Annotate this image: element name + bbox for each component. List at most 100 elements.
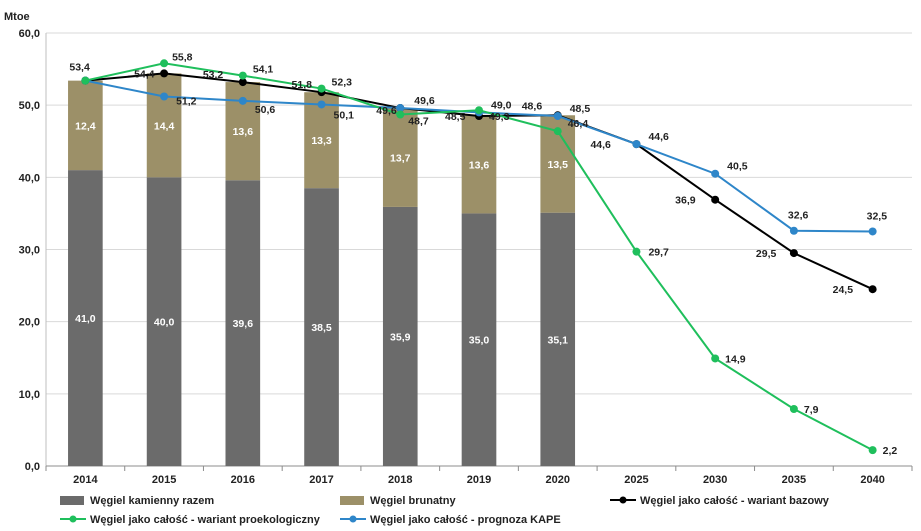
legend-swatch-marker xyxy=(69,515,77,523)
line-label-0: 24,5 xyxy=(833,284,854,296)
legend-label: Węgiel jako całość - wariant proekologic… xyxy=(90,514,321,526)
x-tick-label: 2014 xyxy=(73,474,98,486)
legend-label: Węgiel brunatny xyxy=(370,495,456,507)
x-tick-label: 2017 xyxy=(309,474,333,486)
line-point-2 xyxy=(711,169,720,178)
y-tick-label: 0,0 xyxy=(25,461,40,473)
line-point-2 xyxy=(553,111,562,120)
line-label-1: 52,3 xyxy=(332,77,353,89)
line-label-0: 48,5 xyxy=(445,111,466,123)
bars xyxy=(68,73,576,467)
line-label-2: 49,0 xyxy=(491,99,512,111)
line-label-1: 49,3 xyxy=(489,111,510,123)
line-point-2 xyxy=(396,104,405,113)
line-label-0: 36,9 xyxy=(675,195,696,207)
line-label-2: 49,6 xyxy=(414,95,435,107)
line-point-2 xyxy=(238,96,247,105)
legend: Węgiel kamienny razem Węgiel brunatny Węgi… xyxy=(60,495,830,526)
x-tick-label: 2035 xyxy=(782,474,806,486)
legend-label: Węgiel jako całość - wariant bazowy xyxy=(640,495,830,507)
line-label-0: 49,6 xyxy=(376,105,397,117)
legend-swatch-marker xyxy=(619,496,627,504)
line-point-0 xyxy=(868,285,877,294)
line-label-2: 32,5 xyxy=(867,210,888,222)
line-label-1: 29,7 xyxy=(648,247,669,259)
y-tick-label: 50,0 xyxy=(19,100,40,112)
line-label-2: 32,6 xyxy=(788,210,809,222)
line-label-1: 2,2 xyxy=(883,445,898,457)
line-label-1: 55,8 xyxy=(172,51,193,63)
line-point-1 xyxy=(632,247,641,256)
bar-hard-coal xyxy=(382,206,418,466)
line-point-2 xyxy=(160,92,169,101)
bar-lignite xyxy=(146,73,182,178)
line-label-0: 44,6 xyxy=(590,139,611,151)
line-point-2 xyxy=(632,140,641,149)
y-axis-unit-label: Mtoe xyxy=(4,11,30,23)
line-label-0: 48,6 xyxy=(522,100,543,112)
y-tick-label: 60,0 xyxy=(19,28,40,40)
axes: 0,0 10,0 20,0 30,0 40,0 50,0 60,0 2014 2015 2016 2… xyxy=(19,28,913,486)
line-point-0 xyxy=(160,69,169,78)
line-label-1: 48,7 xyxy=(408,116,429,128)
legend-label: Węgiel kamienny razem xyxy=(90,495,214,507)
line-label-1: 53,4 xyxy=(69,62,90,74)
bar-lignite xyxy=(461,115,497,214)
line-point-1 xyxy=(317,84,326,93)
bar-label-lignite: 12,4 xyxy=(75,120,96,132)
x-tick-label: 2040 xyxy=(860,474,884,486)
x-tick-label: 2020 xyxy=(545,474,569,486)
bar-hard-coal xyxy=(540,212,576,466)
line-label-1: 54,1 xyxy=(253,64,274,76)
x-tick-label: 2025 xyxy=(624,474,648,486)
bar-label-hard-coal: 41,0 xyxy=(75,313,96,325)
y-tick-label: 20,0 xyxy=(19,317,40,329)
bar-label-lignite: 13,6 xyxy=(469,159,490,171)
bar-label-hard-coal: 38,5 xyxy=(311,322,332,334)
line-point-0 xyxy=(238,78,247,87)
line-label-2: 40,5 xyxy=(727,161,748,173)
line-label-0: 51,8 xyxy=(292,79,313,91)
bar-hard-coal xyxy=(304,188,339,467)
line-label-2: 44,6 xyxy=(648,131,669,143)
line-point-2 xyxy=(868,227,877,236)
legend-label: Węgiel jako całość - prognoza KAPE xyxy=(370,514,561,526)
bar-hard-coal xyxy=(225,180,261,466)
bar-lignite xyxy=(382,108,418,207)
line-point-2 xyxy=(789,226,798,235)
line-point-1 xyxy=(868,446,877,455)
line-point-1 xyxy=(160,59,169,68)
bar-label-hard-coal: 40,0 xyxy=(154,317,175,329)
line-label-0: 54,4 xyxy=(134,68,155,80)
legend-swatch xyxy=(340,496,364,505)
line-point-2 xyxy=(317,100,326,109)
line-point-1 xyxy=(553,127,562,136)
x-tick-label: 2019 xyxy=(467,474,491,486)
x-tick-label: 2018 xyxy=(388,474,412,486)
bar-hard-coal xyxy=(461,213,497,466)
legend-swatch xyxy=(60,496,84,505)
bar-label-hard-coal: 39,6 xyxy=(233,318,254,330)
data-labels: 41,0 12,4 40,0 14,4 39,6 13,6 38,5 13,3 35,9 13,7… xyxy=(69,51,897,457)
bar-label-hard-coal: 35,9 xyxy=(390,331,411,343)
line-point-1 xyxy=(238,71,247,80)
line-point-0 xyxy=(789,249,798,258)
y-tick-label: 30,0 xyxy=(19,245,40,257)
y-tick-label: 40,0 xyxy=(19,172,40,184)
bar-hard-coal xyxy=(146,177,182,467)
line-label-1: 46,4 xyxy=(568,118,589,130)
line-label-2: 51,2 xyxy=(176,96,197,108)
y-tick-label: 10,0 xyxy=(19,389,40,401)
line-series xyxy=(81,59,877,455)
line-point-1 xyxy=(789,404,798,413)
x-tick-label: 2030 xyxy=(703,474,727,486)
line-point-0 xyxy=(711,195,720,204)
line-label-2: 48,5 xyxy=(570,103,591,115)
line-label-1: 14,9 xyxy=(725,353,746,365)
bar-label-lignite: 13,3 xyxy=(311,135,332,147)
bar-lignite xyxy=(68,80,103,171)
line-label-2: 50,6 xyxy=(255,104,276,116)
bar-hard-coal xyxy=(68,170,103,466)
